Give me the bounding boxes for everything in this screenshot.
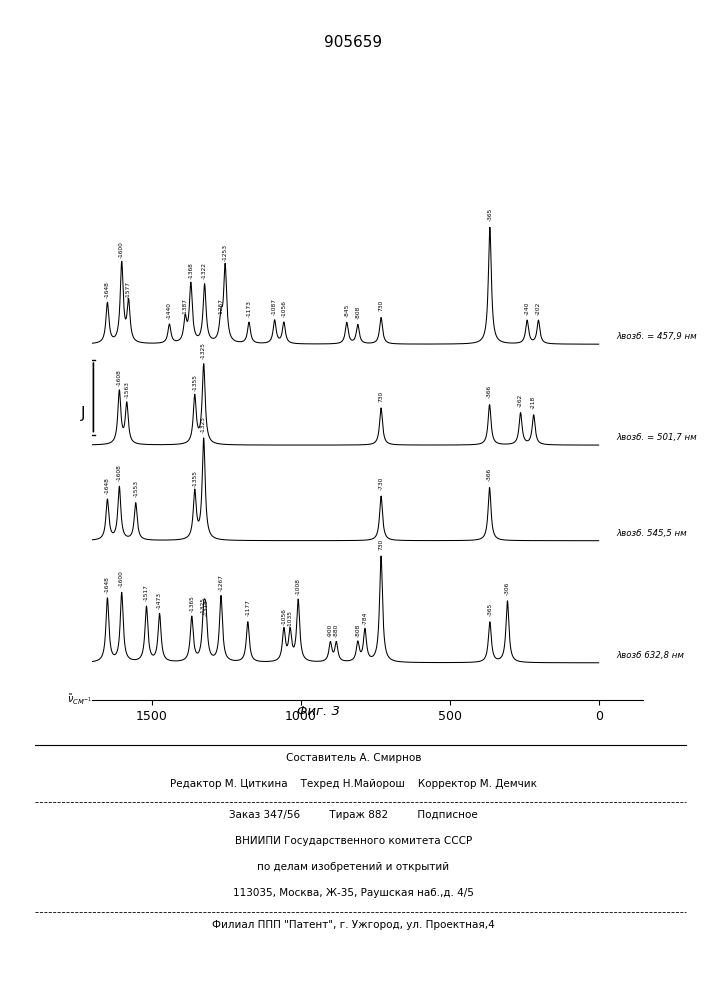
- Text: J: J: [81, 406, 86, 421]
- Text: -1355: -1355: [192, 374, 197, 391]
- Text: -1608: -1608: [117, 464, 122, 481]
- Text: 730: 730: [378, 300, 384, 311]
- Text: -1577: -1577: [126, 281, 131, 298]
- Text: -1173: -1173: [247, 300, 252, 317]
- Text: -262: -262: [518, 394, 523, 407]
- Text: -218: -218: [531, 396, 536, 409]
- Text: -845: -845: [344, 303, 349, 317]
- Text: -1440: -1440: [167, 302, 172, 319]
- Text: 905659: 905659: [325, 35, 382, 50]
- Text: по делам изобретений и открытий: по делам изобретений и открытий: [257, 862, 450, 872]
- Text: λвозб. 545,5 нм: λвозб. 545,5 нм: [617, 529, 687, 538]
- Text: -1056: -1056: [281, 608, 286, 625]
- Text: -1253: -1253: [223, 244, 228, 261]
- Text: -1325: -1325: [201, 342, 206, 359]
- Text: -1035: -1035: [288, 610, 293, 627]
- Text: -1368: -1368: [188, 263, 194, 279]
- Text: -1563: -1563: [124, 382, 129, 398]
- Text: 730: 730: [378, 390, 384, 402]
- Text: -365: -365: [487, 208, 492, 221]
- Text: 730: 730: [378, 539, 384, 550]
- Text: -808: -808: [356, 305, 361, 319]
- Text: -1267: -1267: [218, 298, 223, 315]
- Text: -1553: -1553: [133, 480, 139, 497]
- Text: -366: -366: [487, 468, 492, 481]
- Text: -1600: -1600: [119, 571, 124, 587]
- Text: -1267: -1267: [218, 574, 223, 591]
- Text: λвозб 632,8 нм: λвозб 632,8 нм: [617, 651, 684, 660]
- Text: -900: -900: [328, 624, 333, 637]
- Text: Составитель А. Смирнов: Составитель А. Смирнов: [286, 753, 421, 763]
- Text: -1087: -1087: [272, 298, 277, 315]
- Text: -1648: -1648: [105, 576, 110, 593]
- Text: -1648: -1648: [105, 477, 110, 494]
- Text: -1008: -1008: [296, 578, 300, 595]
- Text: -1608: -1608: [117, 369, 122, 386]
- Text: -1365: -1365: [189, 595, 194, 612]
- Text: -784: -784: [363, 611, 368, 625]
- Text: -1325: -1325: [201, 416, 206, 433]
- Text: -880: -880: [334, 624, 339, 637]
- Text: ВНИИПИ Государственного комитета СССР: ВНИИПИ Государственного комитета СССР: [235, 836, 472, 846]
- Text: -1056: -1056: [281, 300, 286, 317]
- Text: Редактор М. Циткина    Техред Н.Майорош    Корректор М. Демчик: Редактор М. Циткина Техред Н.Майорош Кор…: [170, 779, 537, 789]
- Text: λвозб. = 501,7 нм: λвозб. = 501,7 нм: [617, 433, 697, 442]
- Text: -365: -365: [487, 603, 492, 616]
- Text: -1355: -1355: [192, 470, 197, 487]
- Text: -1473: -1473: [157, 592, 162, 609]
- Text: $\tilde{\nu}_{CM^{-1}}$: $\tilde{\nu}_{CM^{-1}}$: [66, 693, 92, 707]
- Text: λвозб. = 457,9 нм: λвозб. = 457,9 нм: [617, 332, 697, 341]
- Text: 113035, Москва, Ж-35, Раушская наб.,д. 4/5: 113035, Москва, Ж-35, Раушская наб.,д. 4…: [233, 888, 474, 898]
- Text: -1325: -1325: [201, 597, 206, 614]
- Text: -306: -306: [505, 582, 510, 595]
- Text: Заказ 347/56         Тираж 882         Подписное: Заказ 347/56 Тираж 882 Подписное: [229, 810, 478, 820]
- Text: -1177: -1177: [245, 599, 250, 616]
- Text: -1648: -1648: [105, 281, 110, 298]
- Text: -1600: -1600: [119, 241, 124, 258]
- Text: -1318: -1318: [204, 599, 209, 616]
- Text: -240: -240: [525, 301, 530, 315]
- Text: Φиг. 3: Φиг. 3: [297, 705, 339, 718]
- Text: -366: -366: [487, 385, 492, 398]
- Text: Филиал ППП "Патент", г. Ужгород, ул. Проектная,4: Филиал ППП "Патент", г. Ужгород, ул. Про…: [212, 920, 495, 930]
- Text: -1322: -1322: [202, 262, 207, 279]
- Text: -808: -808: [356, 624, 361, 637]
- Text: -1387: -1387: [182, 298, 188, 315]
- Text: -730: -730: [378, 476, 384, 490]
- Text: -202: -202: [536, 301, 541, 315]
- Text: -1517: -1517: [144, 584, 149, 601]
